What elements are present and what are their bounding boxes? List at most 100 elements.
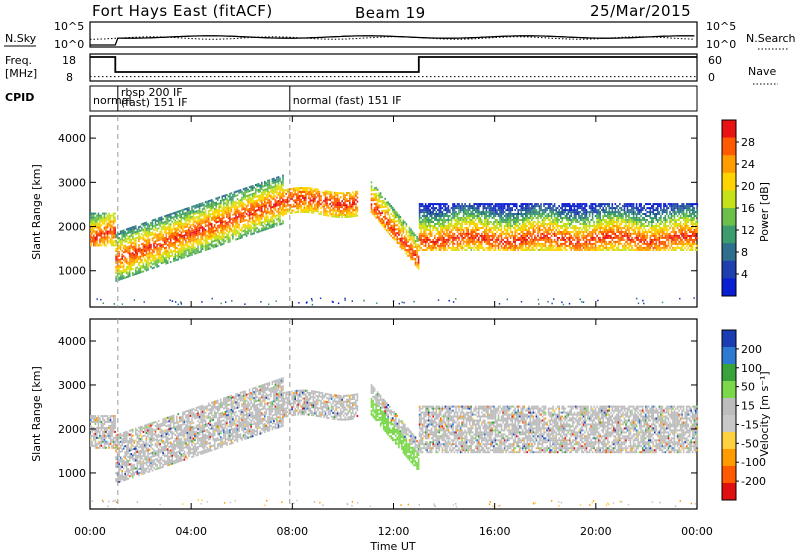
echo-cell	[192, 231, 195, 234]
echo-cell	[226, 205, 228, 208]
echo-cell	[217, 216, 219, 219]
echo-cell	[514, 213, 516, 215]
echo-cell	[514, 240, 516, 243]
echo-cell	[427, 219, 430, 221]
echo-cell	[509, 225, 512, 227]
echo-cell	[242, 196, 245, 199]
echo-cell	[160, 230, 163, 233]
echo-cell	[144, 257, 146, 260]
echo-cell	[288, 200, 290, 203]
echo-cell	[218, 212, 221, 215]
echo-cell	[157, 235, 160, 238]
echo-cell	[318, 198, 321, 201]
echo-cell	[320, 213, 322, 216]
echo-cell	[279, 203, 281, 206]
echo-cell	[478, 229, 480, 231]
echo-cell	[321, 191, 324, 194]
echo-cell	[540, 244, 542, 247]
echo-cell	[236, 216, 239, 219]
echo-cell	[195, 228, 198, 231]
echo-cell	[506, 246, 509, 249]
echo-cell	[452, 203, 454, 206]
echo-cell	[291, 209, 293, 212]
echo-cell	[277, 178, 280, 181]
echo-cell	[273, 225, 275, 228]
echo-cell	[194, 238, 196, 241]
echo-cell	[209, 203, 211, 206]
echo-cell	[384, 197, 386, 200]
echo-cell	[251, 185, 254, 187]
echo-cell	[106, 230, 109, 233]
echo-cell	[569, 242, 571, 245]
echo-cell	[262, 185, 265, 188]
echo-cell	[165, 234, 167, 237]
echo-cell	[270, 220, 272, 223]
echo-cell	[490, 211, 492, 214]
echo-cell	[289, 188, 292, 191]
echo-cell	[125, 246, 128, 249]
echo-cell	[429, 203, 431, 206]
echo-cell	[434, 209, 436, 212]
echo-cell	[430, 231, 433, 233]
echo-cell	[177, 250, 180, 253]
echo-cell	[186, 213, 189, 216]
echo-cell	[392, 206, 394, 209]
echo-cell	[151, 233, 154, 236]
echo-cell	[461, 221, 463, 223]
echo-cell	[119, 274, 122, 277]
echo-cell	[267, 217, 269, 220]
echo-cell	[482, 236, 485, 239]
echo-cell	[559, 242, 562, 245]
echo-cell	[558, 236, 560, 239]
echo-cell	[169, 223, 172, 226]
echo-cell	[344, 202, 346, 205]
echo-cell	[478, 248, 480, 251]
echo-cell	[503, 236, 506, 239]
echo-cell	[500, 223, 503, 225]
echo-cell	[423, 225, 425, 227]
echo-cell	[257, 220, 260, 223]
echo-cell	[502, 242, 504, 245]
echo-cell	[544, 236, 547, 239]
echo-cell	[482, 234, 485, 237]
echo-cell	[555, 219, 557, 221]
echo-cell	[443, 213, 445, 215]
echo-cell	[506, 236, 509, 239]
echo-cell	[173, 232, 175, 235]
echo-cell	[446, 225, 448, 227]
echo-cell	[437, 221, 439, 223]
echo-cell	[525, 205, 527, 208]
echo-cell	[230, 208, 233, 211]
echo-cell	[265, 202, 268, 205]
echo-cell	[235, 200, 237, 203]
echo-cell	[297, 191, 299, 194]
echo-cell	[563, 209, 565, 212]
echo-cell	[176, 215, 178, 218]
echo-cell	[133, 227, 136, 230]
echo-cell	[543, 217, 545, 219]
echo-cell	[201, 244, 204, 247]
echo-cell	[525, 219, 527, 221]
echo-cell	[232, 219, 234, 222]
echo-cell	[438, 213, 441, 215]
echo-cell	[444, 207, 447, 210]
echo-cell	[468, 242, 471, 245]
echo-cell	[416, 255, 418, 258]
echo-cell	[402, 245, 405, 248]
echo-cell	[529, 215, 532, 217]
echo-cell	[160, 262, 163, 265]
echo-cell	[245, 232, 248, 235]
echo-cell	[443, 242, 445, 245]
echo-cell	[267, 185, 269, 188]
echo-cell	[291, 197, 293, 200]
echo-cell	[218, 208, 221, 211]
echo-cell	[405, 229, 408, 232]
echo-cell	[526, 234, 529, 237]
echo-cell	[408, 248, 411, 251]
echo-cell	[547, 217, 550, 219]
echo-cell	[111, 244, 113, 247]
echo-cell	[151, 225, 154, 228]
echo-cell	[221, 233, 224, 236]
echo-cell	[471, 223, 474, 225]
echo-cell	[522, 240, 524, 243]
